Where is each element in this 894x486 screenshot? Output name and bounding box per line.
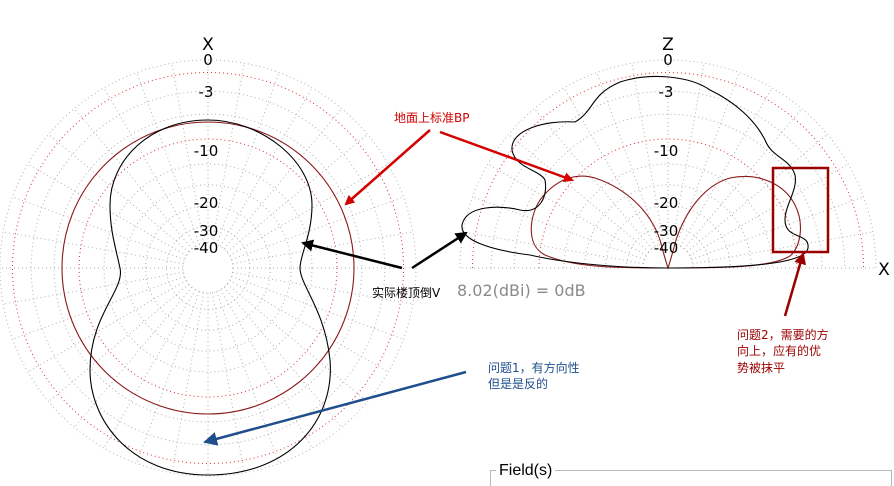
left-ring-label-10: -10 (194, 142, 219, 160)
left-axis-x-label: X (202, 35, 214, 55)
left-grid-spoke-8 (211, 292, 245, 473)
right-grid-spoke-21 (487, 163, 647, 256)
gain-reference-label: 8.02(dBi) = 0dB (457, 281, 586, 300)
right-grid-spoke-29 (676, 72, 740, 245)
left-grid-spoke-5 (223, 286, 343, 428)
right-grid-spoke-33 (689, 163, 849, 256)
arrow-to-right-standard (439, 130, 574, 182)
left-grid-spoke-14 (48, 283, 190, 403)
right-ring-label-10: -10 (654, 142, 679, 160)
right-grid-spoke-31 (683, 108, 803, 250)
left-grid-spoke-22 (48, 133, 190, 253)
right-grid-ring-0 (459, 59, 877, 269)
left-grid-ring-3 (53, 113, 363, 423)
arrow-to-right-actual (411, 231, 468, 270)
arrow-to-highlight-box (783, 252, 806, 317)
left-grid-spoke-23 (73, 108, 193, 250)
left-grid-spoke-15 (27, 280, 187, 373)
left-grid-ring-1 (11, 71, 405, 465)
left-grid-ring-4 (78, 138, 338, 398)
right-grid-spoke-28 (671, 63, 705, 244)
left-grid-spoke-26 (171, 63, 205, 244)
right-grid-spoke-34 (691, 196, 864, 260)
left-grid-spoke-10 (171, 292, 205, 473)
left-grid-spoke-25 (136, 72, 200, 245)
left-grid-spoke-30 (220, 87, 313, 247)
right-grid-spoke-19 (463, 231, 644, 265)
left-grid-spoke-28 (211, 63, 245, 244)
problem2-line2: 向上，应有的优 (737, 343, 821, 358)
problem1-line1: 问题1，有方向性 (488, 360, 580, 375)
left-grid-spoke-1 (232, 271, 413, 305)
problem1-line2: 但是是反的 (488, 376, 548, 391)
left-grid-spoke-32 (226, 133, 368, 253)
left-ring-label-40: -40 (194, 239, 219, 257)
right-grid-spoke-25 (596, 72, 660, 245)
right-ring-label-0: 0 (663, 51, 673, 69)
left-grid-spoke-16 (12, 276, 185, 340)
right-grid-spoke-22 (508, 133, 650, 253)
fields-panel (490, 470, 892, 486)
left-ring-label-30: -30 (194, 222, 219, 240)
left-grid-ring-0 (0, 59, 417, 477)
right-ring-label-3: -3 (659, 83, 674, 101)
left-grid-spoke-4 (226, 283, 368, 403)
left-grid-ring-2 (30, 90, 386, 446)
left-grid-spoke-17 (3, 271, 184, 305)
left-grid-spoke-34 (231, 196, 404, 260)
right-grid-ring-5 (563, 163, 773, 269)
left-grid-spoke-20 (12, 196, 185, 260)
right-grid-spoke-30 (680, 87, 773, 247)
left-grid-ring-5 (103, 163, 313, 373)
left-grid-spoke-2 (231, 276, 404, 340)
right-axis-z-label: Z (662, 35, 674, 55)
right-grid-spoke-20 (472, 196, 645, 260)
problem2-line3: 势被抹平 (737, 361, 785, 375)
right-actual-pattern (461, 75, 809, 269)
fields-panel-title: Field(s) (496, 462, 556, 480)
arrow-to-left-standard (344, 129, 431, 206)
right-ring-label-40: -40 (654, 239, 679, 257)
left-standard-pattern (61, 121, 355, 415)
left-grid-spoke-7 (216, 291, 280, 464)
right-grid-spoke-24 (563, 87, 656, 247)
left-actual-pattern (89, 119, 331, 476)
left-grid-spoke-21 (27, 163, 187, 256)
left-grid-spoke-35 (232, 231, 413, 265)
right-ring-label-20: -20 (654, 194, 679, 212)
left-grid-ring-6 (124, 184, 292, 352)
problem2-line1: 问题2，需要的方 (737, 327, 829, 342)
left-ring-label-3: -3 (199, 83, 214, 101)
arrow-to-left-actual (301, 239, 403, 270)
left-grid-spoke-19 (3, 231, 184, 265)
left-grid-spoke-31 (223, 108, 343, 250)
left-grid-spoke-3 (229, 280, 389, 373)
right-grid-spoke-32 (686, 133, 828, 253)
right-ring-label-30: -30 (654, 222, 679, 240)
right-grid-spoke-26 (631, 63, 665, 244)
left-grid-spoke-13 (73, 286, 193, 428)
left-ring-label-20: -20 (194, 194, 219, 212)
left-grid-spoke-24 (103, 87, 196, 247)
arrow-to-back-lobe (203, 370, 467, 446)
left-polar-grid (0, 59, 417, 477)
left-grid-spoke-33 (229, 163, 389, 256)
right-grid-spoke-35 (692, 231, 873, 265)
left-grid-spoke-29 (216, 72, 280, 245)
actual-v-label: 实际楼顶倒V (372, 285, 441, 300)
right-grid-spoke-23 (533, 108, 653, 250)
left-grid-spoke-11 (136, 291, 200, 464)
left-grid-spoke-12 (103, 289, 196, 449)
problem2-highlight-box (771, 166, 830, 254)
right-grid-ring-7 (605, 205, 731, 269)
right-axis-x-label: X (878, 260, 890, 280)
left-ring-label-0: 0 (203, 51, 213, 69)
left-grid-spoke-6 (220, 289, 313, 449)
left-grid-ring-7 (145, 205, 271, 331)
right-grid-ring-8 (625, 225, 711, 269)
ground-bp-label: 地面上标准BP (394, 111, 469, 125)
